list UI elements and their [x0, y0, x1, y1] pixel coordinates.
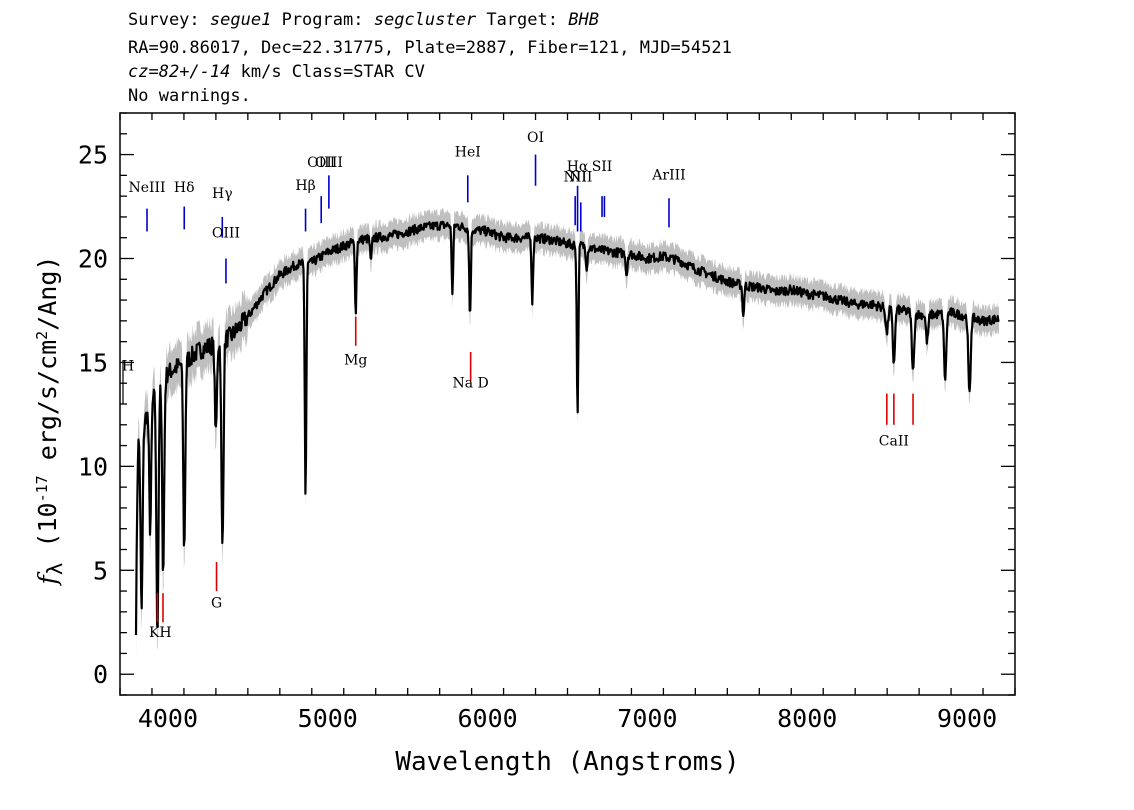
emission-label-8: OI	[527, 130, 544, 146]
emission-label-10: Hα	[567, 159, 589, 175]
y-tick-label-20: 20	[78, 245, 108, 274]
error-band	[136, 208, 999, 658]
absorption-label-1: G	[211, 596, 222, 612]
y-tick-label-0: 0	[93, 660, 108, 689]
program-value: segcluster	[373, 10, 477, 30]
edge-label: H	[122, 359, 134, 375]
x-tick-label-6000: 6000	[457, 704, 517, 733]
emission-label-5: OIII	[307, 155, 335, 171]
emission-label-7: HeI	[455, 145, 481, 161]
emission-label-3: OIII	[212, 226, 240, 242]
emission-label-0: NeIII	[128, 180, 165, 196]
survey-value: segue1	[209, 10, 272, 30]
x-tick-label-5000: 5000	[298, 704, 358, 733]
emission-label-12: SII	[592, 159, 613, 175]
header-warnings: No warnings.	[128, 86, 251, 106]
emission-label-9: NII	[564, 170, 587, 186]
cz-value: 82+/-14	[158, 62, 231, 82]
flux-line	[134, 220, 1000, 636]
emission-label-1: Hδ	[174, 180, 195, 196]
plot-frame	[119, 112, 1016, 696]
emission-label-11: NII	[569, 170, 592, 186]
y-tick-label-15: 15	[78, 348, 108, 377]
header-line-2: RA=90.86017, Dec=22.31775, Plate=2887, F…	[128, 38, 732, 58]
y-tick-label-10: 10	[78, 452, 108, 481]
emission-label-2: Hγ	[212, 186, 233, 202]
x-tick-label-8000: 8000	[777, 704, 837, 733]
absorption-label-0: KH	[149, 625, 172, 641]
target-value: BHB	[568, 10, 599, 30]
x-tick-label-7000: 7000	[617, 704, 677, 733]
x-tick-label-4000: 4000	[138, 704, 198, 733]
emission-label-4: Hβ	[295, 178, 315, 194]
header-line-1: Survey: segue1 Program: segcluster Targe…	[128, 10, 599, 30]
header-line-3: cz=82+/-14 km/s Class=STAR CV	[128, 62, 425, 82]
emission-label-6: OIII	[315, 155, 343, 171]
y-tick-label-25: 25	[78, 141, 108, 170]
absorption-label-2: Mg	[344, 353, 367, 369]
absorption-label-3: Na D	[453, 375, 489, 391]
y-tick-label-5: 5	[93, 556, 108, 585]
x-tick-label-9000: 9000	[937, 704, 997, 733]
absorption-label-4: CaII	[879, 434, 909, 450]
x-axis-label: Wavelength (Angstroms)	[395, 747, 739, 777]
emission-label-14: ArIII	[651, 168, 685, 184]
